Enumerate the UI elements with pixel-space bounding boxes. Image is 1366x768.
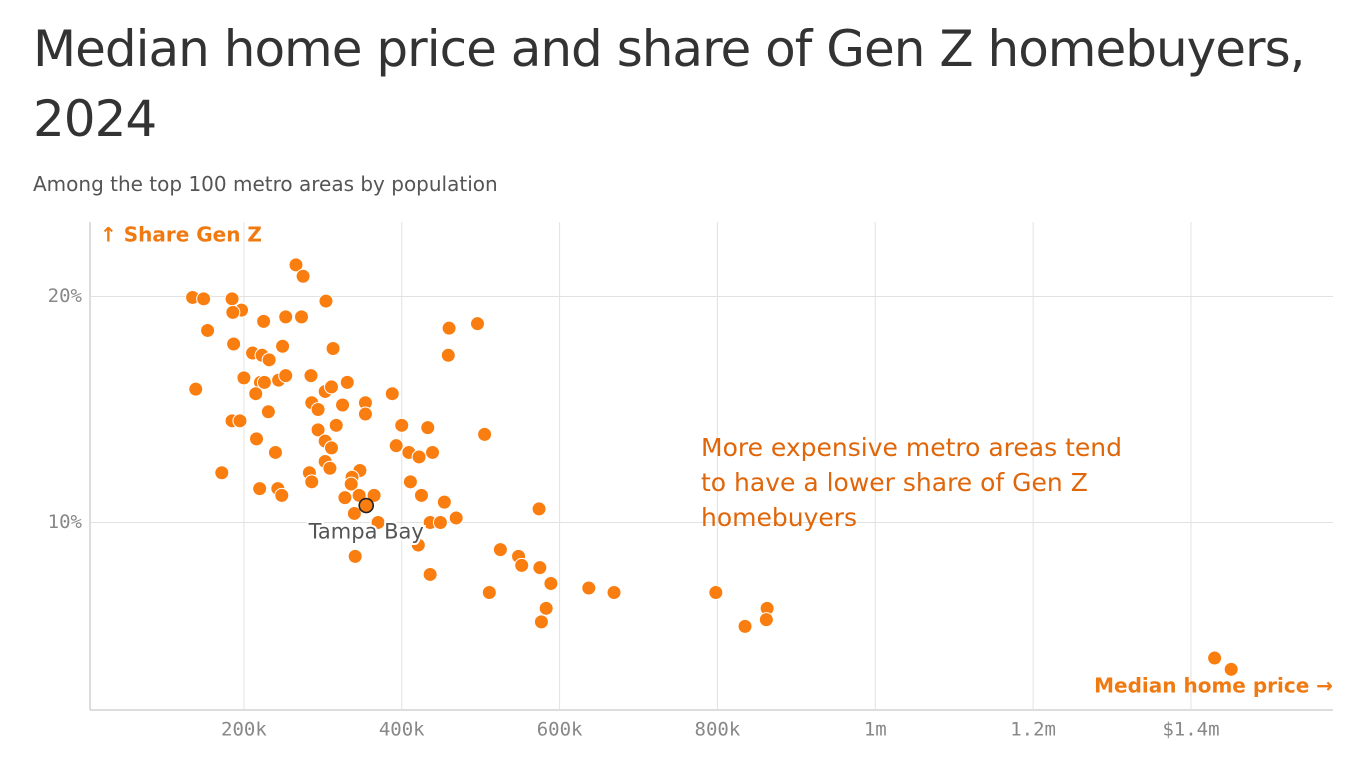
- scatter-point: [413, 487, 429, 503]
- y-axis-label: ↑ Share Gen Z: [100, 223, 262, 247]
- scatter-point: [343, 476, 359, 492]
- scatter-point: [278, 368, 294, 384]
- scatter-point: [410, 537, 426, 553]
- scatter-point: [1207, 650, 1223, 666]
- x-tick-label: 600k: [537, 719, 583, 741]
- x-tick-label: $1.4m: [1162, 719, 1219, 741]
- scatter-point: [328, 417, 344, 433]
- scatter-point: [325, 341, 341, 357]
- scatter-point: [420, 420, 436, 436]
- scatter-point: [274, 487, 290, 503]
- scatter-point: [514, 557, 530, 573]
- scatter-point: [366, 487, 382, 503]
- scatter-point: [532, 560, 548, 576]
- scatter-point: [252, 481, 268, 497]
- y-tick-label: 20%: [48, 285, 83, 307]
- scatter-point: [357, 406, 373, 422]
- y-tick-label: 10%: [48, 511, 83, 533]
- x-tick-label: 200k: [221, 719, 267, 741]
- scatter-point: [226, 336, 242, 352]
- scatter-point: [288, 257, 304, 273]
- scatter-point: [248, 386, 264, 402]
- scatter-point: [337, 490, 353, 506]
- scatter-point: [477, 426, 493, 442]
- scatter-point: [214, 465, 230, 481]
- scatter-point: [538, 600, 554, 616]
- scatter-point: [425, 444, 441, 460]
- scatter-point: [225, 304, 241, 320]
- annotation: More expensive metro areas tend to have …: [701, 433, 1122, 532]
- scatter-point: [758, 612, 774, 628]
- scatter-point: [448, 510, 464, 526]
- scatter-point: [275, 338, 291, 354]
- scatter-point: [347, 548, 363, 564]
- scatter-point: [236, 370, 252, 386]
- scatter-point: [260, 404, 276, 420]
- chart-subtitle: Among the top 100 metro areas by populat…: [33, 172, 498, 196]
- scatter-point: [310, 402, 326, 418]
- scatter-point: [224, 291, 240, 307]
- scatter-point: [196, 291, 212, 307]
- scatter-point: [278, 309, 294, 325]
- scatter-point: [481, 585, 497, 601]
- scatter-point: [411, 449, 427, 465]
- scatter-point: [470, 316, 486, 332]
- scatter-point: [339, 374, 355, 390]
- scatter-point: [492, 542, 508, 558]
- scatter-point: [606, 585, 622, 601]
- scatter-point: [261, 352, 277, 368]
- scatter-point: [256, 313, 272, 329]
- scatter-point: [188, 381, 204, 397]
- scatter-point: [432, 514, 448, 530]
- scatter-point: [295, 268, 311, 284]
- highlighted-point: [358, 497, 375, 514]
- scatter-point: [1223, 661, 1239, 677]
- scatter-point: [436, 494, 452, 510]
- scatter-point: [304, 474, 320, 490]
- scatter-point: [394, 417, 410, 433]
- scatter-point: [531, 501, 547, 517]
- scatter-point: [323, 379, 339, 395]
- x-axis-label: Median home price →: [1094, 674, 1333, 698]
- scatter-point: [402, 474, 418, 490]
- scatter-point: [200, 322, 216, 338]
- scatter-point: [318, 293, 334, 309]
- scatter-point: [249, 431, 265, 447]
- point-label: Tampa Bay: [308, 520, 424, 544]
- scatter-point: [737, 618, 753, 634]
- chart-title: Median home price and share of Gen Z hom…: [33, 20, 1306, 148]
- scatter-point: [267, 444, 283, 460]
- scatter-point: [581, 580, 597, 596]
- scatter-point: [346, 505, 362, 521]
- scatter-point: [543, 575, 559, 591]
- scatter-point: [533, 614, 549, 630]
- scatter-point: [303, 368, 319, 384]
- scatter-point: [384, 386, 400, 402]
- scatter-point: [232, 413, 248, 429]
- scatter-point: [335, 397, 351, 413]
- scatter-point: [256, 374, 272, 390]
- scatter-point: [322, 460, 338, 476]
- x-tick-label: 400k: [379, 719, 425, 741]
- x-tick-label: 800k: [695, 719, 741, 741]
- scatter-point: [370, 514, 386, 530]
- scatter-point: [440, 347, 456, 363]
- scatter-point: [708, 585, 724, 601]
- scatter-point: [441, 320, 457, 336]
- x-tick-label: 1m: [864, 719, 887, 741]
- scatter-point: [310, 422, 326, 438]
- scatter-point: [422, 566, 438, 582]
- scatter-point: [323, 440, 339, 456]
- x-tick-label: 1.2m: [1010, 719, 1056, 741]
- scatter-point: [388, 438, 404, 454]
- scatter-point: [294, 309, 310, 325]
